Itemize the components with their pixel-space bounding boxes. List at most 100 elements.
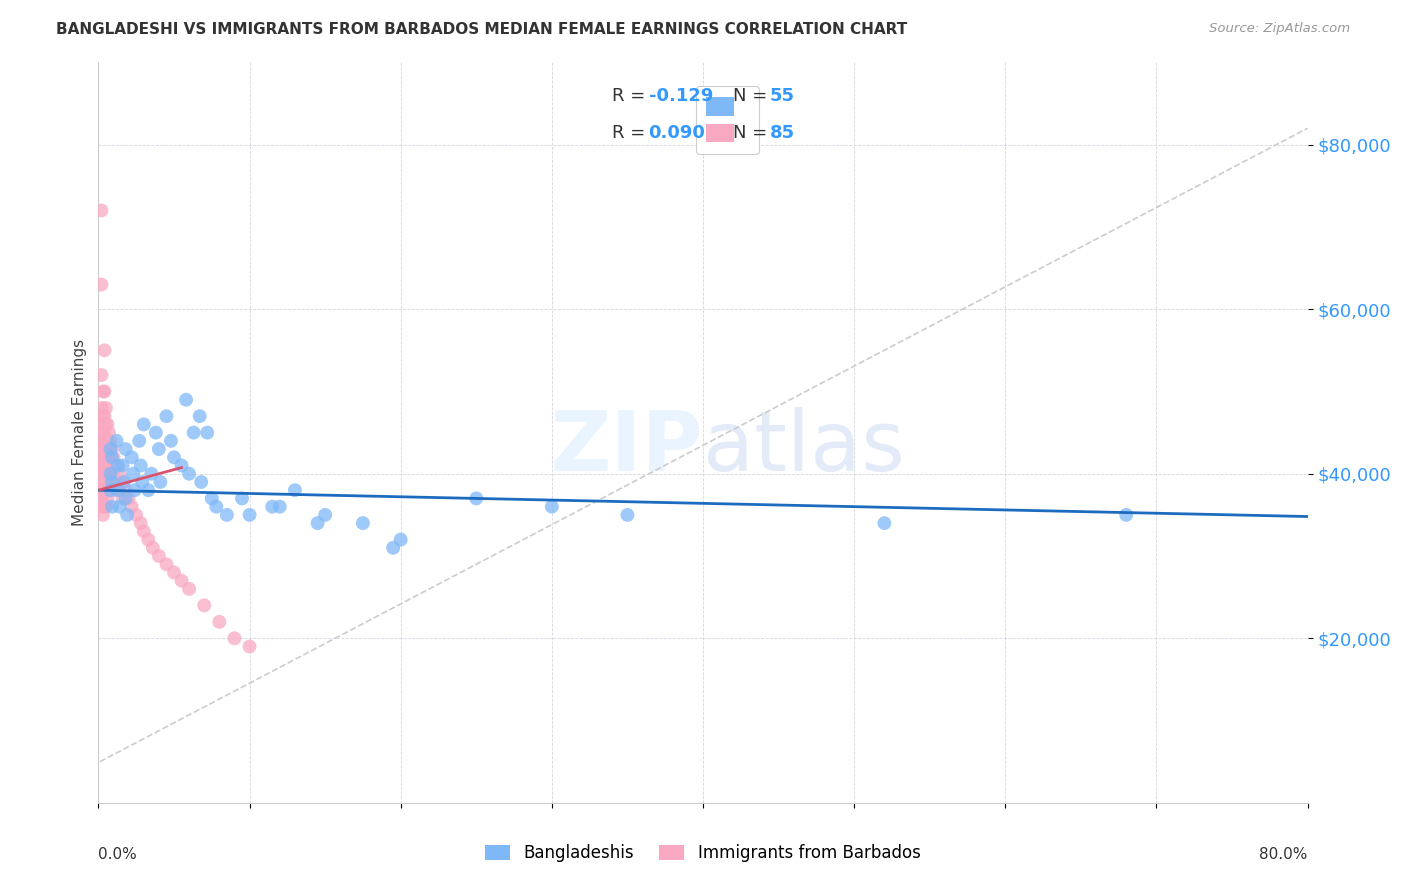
Point — [163, 450, 186, 465]
Point — [112, 475, 135, 489]
Point — [616, 508, 638, 522]
Point — [195, 425, 218, 440]
Text: R =: R = — [613, 87, 651, 104]
Point — [90, 368, 112, 382]
Point — [93, 450, 115, 465]
Point — [103, 467, 125, 481]
Point — [93, 409, 115, 424]
Point — [231, 491, 253, 506]
Point — [149, 475, 172, 489]
Text: atlas: atlas — [703, 407, 904, 488]
Point — [114, 491, 136, 506]
Point — [94, 401, 117, 415]
Point — [98, 442, 121, 456]
Point — [239, 640, 262, 654]
Point — [94, 500, 117, 514]
Text: Source: ZipAtlas.com: Source: ZipAtlas.com — [1209, 22, 1350, 36]
Point — [90, 491, 112, 506]
Point — [188, 409, 211, 424]
Text: N =: N = — [734, 87, 773, 104]
Text: 0.090: 0.090 — [648, 124, 706, 142]
Point — [136, 483, 159, 498]
Point — [108, 467, 131, 481]
Point — [91, 384, 114, 399]
Point — [101, 442, 124, 456]
Point — [90, 434, 112, 448]
Point — [90, 417, 112, 432]
Point — [100, 475, 122, 489]
Point — [141, 467, 163, 481]
Point — [90, 483, 112, 498]
Point — [103, 483, 125, 498]
Text: 85: 85 — [769, 124, 794, 142]
Point — [98, 425, 121, 440]
Point — [148, 549, 170, 563]
Point — [90, 467, 112, 481]
Point — [208, 615, 231, 629]
Text: N =: N = — [734, 124, 773, 142]
Point — [94, 467, 117, 481]
Point — [129, 516, 152, 530]
Point — [93, 467, 115, 481]
Point — [114, 483, 136, 498]
Point — [90, 425, 112, 440]
Point — [91, 434, 114, 448]
Point — [100, 434, 122, 448]
Point — [115, 508, 138, 522]
Point — [94, 458, 117, 473]
Point — [179, 582, 201, 596]
Point — [155, 409, 177, 424]
Text: R =: R = — [613, 124, 651, 142]
Text: 55: 55 — [769, 87, 794, 104]
Point — [94, 434, 117, 448]
Point — [239, 508, 262, 522]
Text: BANGLADESHI VS IMMIGRANTS FROM BARBADOS MEDIAN FEMALE EARNINGS CORRELATION CHART: BANGLADESHI VS IMMIGRANTS FROM BARBADOS … — [56, 22, 907, 37]
Point — [94, 417, 117, 432]
Point — [90, 491, 112, 506]
Point — [90, 442, 112, 456]
Point — [100, 450, 122, 465]
Point — [98, 458, 121, 473]
Point — [111, 458, 134, 473]
Point — [465, 491, 488, 506]
Point — [155, 558, 177, 572]
Point — [352, 516, 374, 530]
Point — [262, 500, 284, 514]
Point — [90, 458, 112, 473]
Point — [129, 458, 152, 473]
Point — [105, 458, 128, 473]
Point — [269, 500, 291, 514]
Point — [132, 524, 155, 539]
Point — [105, 475, 128, 489]
Point — [215, 508, 238, 522]
Point — [101, 450, 124, 465]
Point — [170, 458, 193, 473]
Point — [90, 475, 112, 489]
Point — [93, 384, 115, 399]
Point — [174, 392, 197, 407]
Point — [114, 442, 136, 456]
Legend: Bangladeshis, Immigrants from Barbados: Bangladeshis, Immigrants from Barbados — [479, 838, 927, 869]
Point — [94, 442, 117, 456]
Point — [90, 467, 112, 481]
Point — [107, 458, 129, 473]
Point — [873, 516, 896, 530]
Point — [90, 500, 112, 514]
Point — [307, 516, 329, 530]
Point — [96, 491, 118, 506]
Point — [170, 574, 193, 588]
Point — [93, 425, 115, 440]
Point — [90, 277, 112, 292]
Text: 0.0%: 0.0% — [98, 847, 138, 863]
Point — [105, 434, 128, 448]
Point — [224, 632, 246, 646]
Point — [96, 450, 118, 465]
Point — [101, 458, 124, 473]
Point — [90, 450, 112, 465]
Point — [90, 475, 112, 489]
Point — [100, 467, 122, 481]
Point — [111, 491, 134, 506]
Point — [121, 500, 143, 514]
Point — [142, 541, 165, 555]
Point — [125, 508, 148, 522]
